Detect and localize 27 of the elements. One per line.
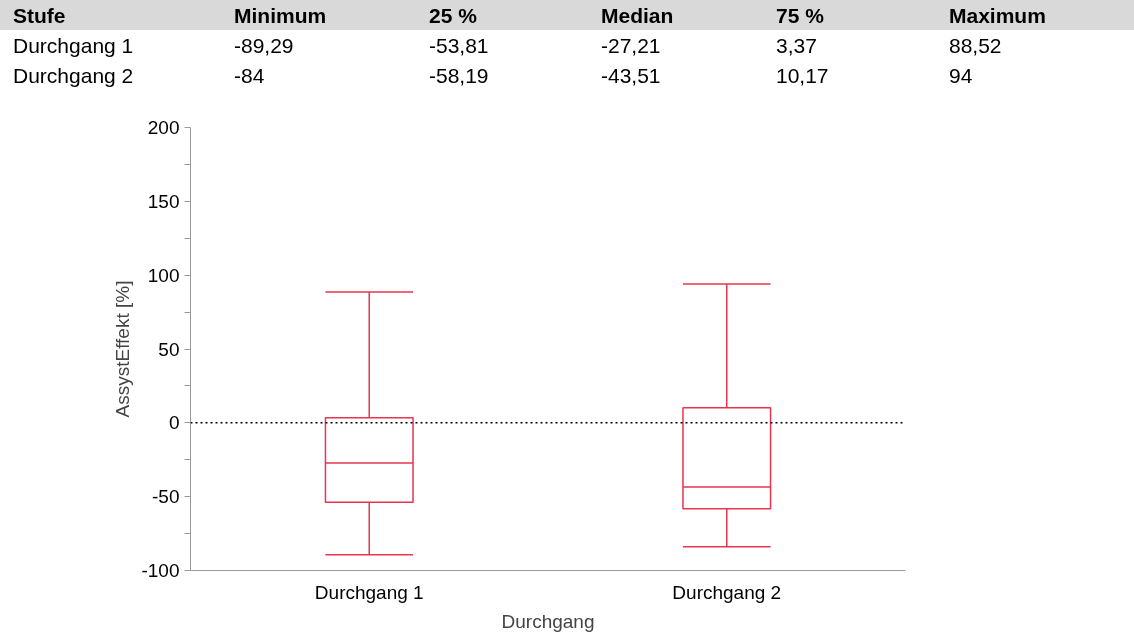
text: 88,52 [949,34,1002,57]
text: -89,29 [234,34,294,57]
text: -84 [234,64,265,87]
text: 94 [949,64,973,87]
text: 3,37 [776,34,817,57]
text: 75 % [775,3,825,29]
y-tick-label: -50 [152,486,180,508]
y-tick-label: 200 [147,117,180,138]
x-axis-title: Durchgang [501,610,595,632]
text: Median [600,3,675,29]
text: -27,21 [601,34,661,57]
y-tick-label: 100 [147,264,180,286]
text: Minimum [233,3,328,29]
text: -43,51 [601,64,661,87]
text: -53,81 [429,34,489,57]
category-label: Durchgang 2 [13,64,134,87]
category-label: Durchgang 1 [13,34,134,57]
y-tick-label: 50 [158,338,180,360]
text: 25 % [428,3,478,29]
y-axis-title: AssystEffekt [%] [112,280,134,418]
text: Maximum [948,3,1047,29]
y-tick-label: 150 [147,190,180,212]
text: -58,19 [429,64,489,87]
text: Stufe [12,3,67,29]
text: 10,17 [776,64,829,87]
y-tick-label: 0 [168,412,180,434]
y-tick-label: -100 [141,560,180,581]
